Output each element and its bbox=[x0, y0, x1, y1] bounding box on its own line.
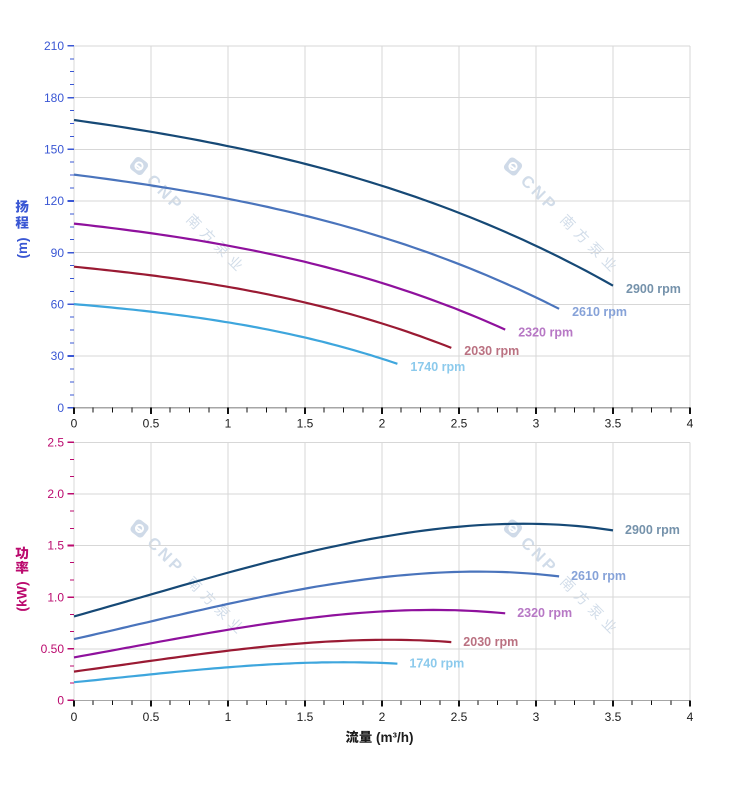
svg-text:1740 rpm: 1740 rpm bbox=[410, 360, 465, 374]
svg-text:0.5: 0.5 bbox=[143, 710, 160, 724]
svg-text:3.5: 3.5 bbox=[605, 417, 622, 431]
svg-text:2: 2 bbox=[379, 710, 386, 724]
svg-text:2.5: 2.5 bbox=[451, 710, 468, 724]
svg-text:4: 4 bbox=[687, 710, 694, 724]
svg-text:2.5: 2.5 bbox=[451, 417, 468, 431]
svg-text:2900 rpm: 2900 rpm bbox=[625, 523, 680, 537]
svg-text:2.0: 2.0 bbox=[47, 487, 64, 501]
svg-text:30: 30 bbox=[51, 349, 65, 363]
svg-text:0: 0 bbox=[57, 694, 64, 708]
svg-text:(kW): (kW) bbox=[14, 581, 30, 611]
svg-text:(m³/h): (m³/h) bbox=[376, 730, 414, 745]
svg-text:2320 rpm: 2320 rpm bbox=[518, 326, 573, 340]
svg-text:180: 180 bbox=[44, 91, 64, 105]
svg-text:3: 3 bbox=[533, 417, 540, 431]
svg-text:120: 120 bbox=[44, 194, 64, 208]
svg-text:1: 1 bbox=[225, 417, 232, 431]
svg-text:2030 rpm: 2030 rpm bbox=[464, 344, 519, 358]
svg-text:0.5: 0.5 bbox=[143, 417, 160, 431]
svg-text:2610 rpm: 2610 rpm bbox=[572, 305, 627, 319]
svg-text:0: 0 bbox=[71, 417, 78, 431]
svg-text:(m): (m) bbox=[15, 238, 30, 259]
svg-text:3: 3 bbox=[533, 710, 540, 724]
svg-text:1.0: 1.0 bbox=[47, 590, 64, 604]
svg-text:4: 4 bbox=[687, 417, 694, 431]
svg-text:2.5: 2.5 bbox=[47, 436, 64, 450]
svg-text:1.5: 1.5 bbox=[297, 417, 314, 431]
svg-text:210: 210 bbox=[44, 39, 64, 53]
svg-text:1.5: 1.5 bbox=[297, 710, 314, 724]
svg-text:60: 60 bbox=[51, 298, 65, 312]
svg-text:1740 rpm: 1740 rpm bbox=[409, 657, 464, 671]
svg-text:3.5: 3.5 bbox=[605, 710, 622, 724]
svg-text:2: 2 bbox=[379, 417, 386, 431]
svg-text:1.5: 1.5 bbox=[47, 539, 64, 553]
svg-text:1: 1 bbox=[225, 710, 232, 724]
svg-text:0: 0 bbox=[57, 401, 64, 415]
svg-text:150: 150 bbox=[44, 143, 64, 157]
svg-text:2030 rpm: 2030 rpm bbox=[463, 635, 518, 649]
svg-text:90: 90 bbox=[51, 246, 65, 260]
svg-text:0: 0 bbox=[71, 710, 78, 724]
svg-text:2900 rpm: 2900 rpm bbox=[626, 282, 681, 296]
svg-text:0.50: 0.50 bbox=[41, 642, 65, 656]
svg-text:2610 rpm: 2610 rpm bbox=[571, 569, 626, 583]
svg-text:2320 rpm: 2320 rpm bbox=[517, 606, 572, 620]
